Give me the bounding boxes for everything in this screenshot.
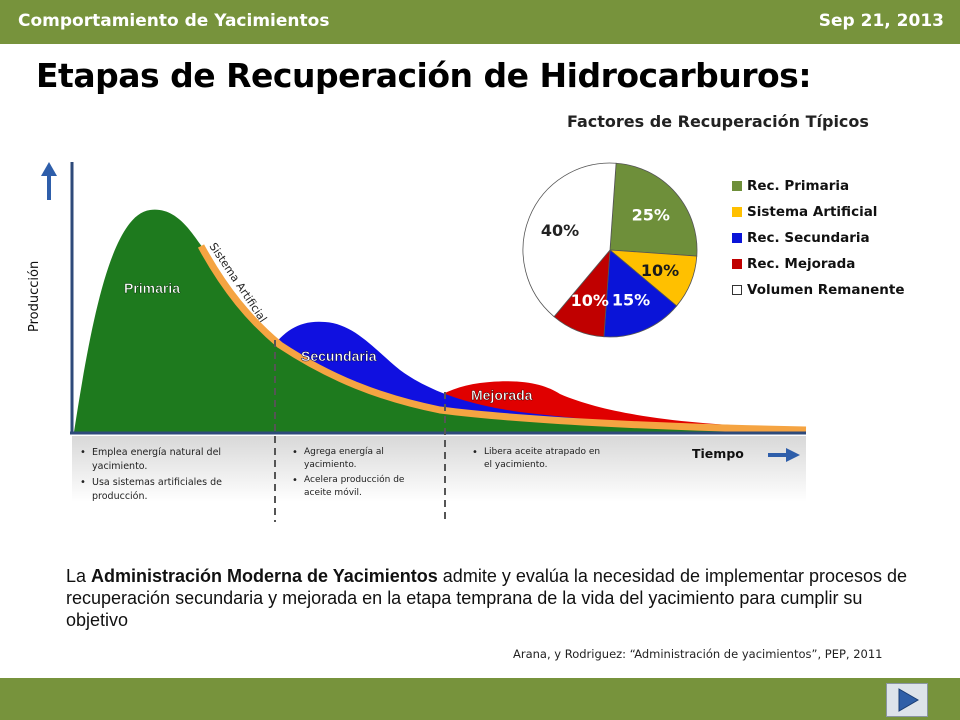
legend-swatch bbox=[732, 181, 742, 191]
legend-item-mejorada: Rec. Mejorada bbox=[732, 251, 904, 277]
label-primaria: Primaria bbox=[124, 280, 180, 296]
pie-slice-label: 25% bbox=[632, 206, 670, 225]
label-secundaria: Secundaria bbox=[301, 348, 377, 364]
summary-paragraph: La Administración Moderna de Yacimientos… bbox=[66, 565, 916, 631]
header-bar: Comportamiento de Yacimientos Sep 21, 20… bbox=[0, 0, 960, 44]
list-item: Libera aceite atrapado en el yacimiento. bbox=[468, 446, 608, 472]
header-date: Sep 21, 2013 bbox=[818, 11, 944, 31]
pie-slice bbox=[609, 162, 698, 257]
primaria-bullets: Emplea energía natural del yacimiento. U… bbox=[76, 446, 244, 506]
list-item: Usa sistemas artificiales de producción. bbox=[76, 476, 244, 504]
page-title: Etapas de Recuperación de Hidrocarburos: bbox=[36, 56, 812, 95]
legend-swatch bbox=[732, 285, 742, 295]
up-arrow-icon bbox=[41, 162, 57, 200]
legend-item-primaria: Rec. Primaria bbox=[732, 173, 904, 199]
legend-label: Rec. Primaria bbox=[747, 178, 850, 194]
secundaria-bullets: Agrega energía al yacimiento. Acelera pr… bbox=[288, 446, 420, 502]
pie-legend: Rec. Primaria Sistema Artificial Rec. Se… bbox=[732, 173, 904, 303]
legend-item-remanente: Volumen Remanente bbox=[732, 277, 904, 303]
legend-swatch bbox=[732, 207, 742, 217]
pie-slice bbox=[603, 249, 678, 338]
x-axis-label: Tiempo bbox=[692, 446, 744, 461]
summary-pre: La bbox=[66, 566, 92, 586]
citation: Arana, y Rodriguez: “Administración de y… bbox=[513, 647, 883, 661]
list-item: Acelera producción de aceite móvil. bbox=[288, 474, 420, 500]
header-course-title: Comportamiento de Yacimientos bbox=[18, 11, 330, 31]
legend-item-sistema: Sistema Artificial bbox=[732, 199, 904, 225]
pie-slice-label: 10% bbox=[571, 291, 609, 310]
next-slide-button[interactable] bbox=[886, 683, 928, 717]
y-axis-label: Producción bbox=[27, 260, 42, 332]
label-mejorada: Mejorada bbox=[471, 387, 533, 403]
mejorada-bullets: Libera aceite atrapado en el yacimiento. bbox=[468, 446, 608, 474]
right-arrow-icon bbox=[768, 448, 800, 462]
pie-chart-title: Factores de Recuperación Típicos bbox=[567, 112, 869, 131]
list-item: Agrega energía al yacimiento. bbox=[288, 446, 420, 472]
list-item: Emplea energía natural del yacimiento. bbox=[76, 446, 244, 474]
legend-label: Rec. Secundaria bbox=[747, 230, 870, 246]
legend-label: Volumen Remanente bbox=[747, 282, 905, 298]
legend-label: Sistema Artificial bbox=[747, 204, 878, 220]
play-next-icon bbox=[898, 688, 919, 712]
footer-bar bbox=[0, 678, 960, 720]
recovery-factors-pie: 25%10%15%10%40% bbox=[522, 162, 698, 338]
pie-slice-label: 40% bbox=[541, 221, 579, 240]
summary-post: admite y evalúa la necesidad de implemen… bbox=[66, 566, 908, 630]
summary-bold: Administración Moderna de Yacimientos bbox=[91, 566, 438, 586]
legend-swatch bbox=[732, 233, 742, 243]
pie-slice bbox=[522, 162, 617, 318]
legend-label: Rec. Mejorada bbox=[747, 256, 856, 272]
pie-slice-label: 10% bbox=[641, 261, 679, 280]
sistema-artificial-band bbox=[197, 244, 807, 434]
pie-slice-label: 15% bbox=[612, 291, 650, 310]
primaria-area bbox=[74, 209, 806, 432]
legend-item-secundaria: Rec. Secundaria bbox=[732, 225, 904, 251]
legend-swatch bbox=[732, 259, 742, 269]
